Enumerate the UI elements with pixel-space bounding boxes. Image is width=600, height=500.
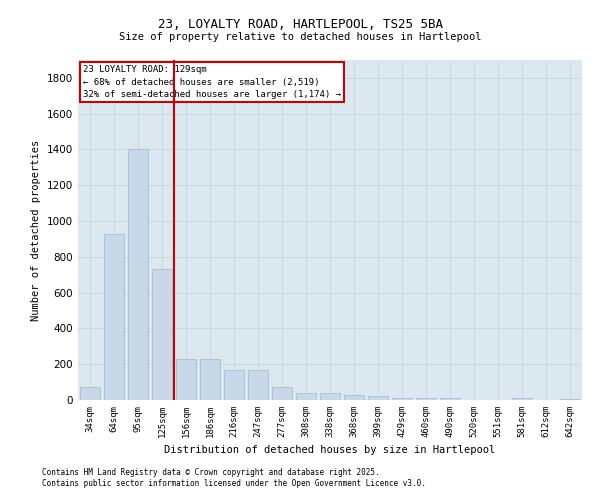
Bar (560, 399, 580, 400)
Text: 23 LOYALTY ROAD: 129sqm
← 68% of detached houses are smaller (2,519)
32% of semi: 23 LOYALTY ROAD: 129sqm ← 68% of detache… (83, 65, 341, 99)
Bar (104, 234, 124, 400)
Bar (296, 393, 316, 400)
Bar (272, 386, 292, 400)
Text: Size of property relative to detached houses in Hartlepool: Size of property relative to detached ho… (119, 32, 481, 42)
Bar (512, 398, 532, 400)
Bar (224, 370, 244, 400)
Bar (200, 359, 220, 400)
Bar (152, 270, 172, 400)
Bar (128, 150, 148, 400)
Bar (248, 370, 268, 400)
Bar (440, 398, 460, 400)
Bar (392, 398, 412, 400)
X-axis label: Distribution of detached houses by size in Hartlepool: Distribution of detached houses by size … (164, 446, 496, 456)
Bar (416, 398, 436, 400)
Y-axis label: Number of detached properties: Number of detached properties (31, 140, 41, 320)
Bar (368, 396, 388, 400)
Bar (344, 394, 364, 400)
Text: Contains HM Land Registry data © Crown copyright and database right 2025.
Contai: Contains HM Land Registry data © Crown c… (42, 468, 426, 487)
Text: 23, LOYALTY ROAD, HARTLEPOOL, TS25 5BA: 23, LOYALTY ROAD, HARTLEPOOL, TS25 5BA (157, 18, 443, 30)
Bar (176, 359, 196, 400)
Bar (80, 386, 100, 400)
Bar (320, 393, 340, 400)
